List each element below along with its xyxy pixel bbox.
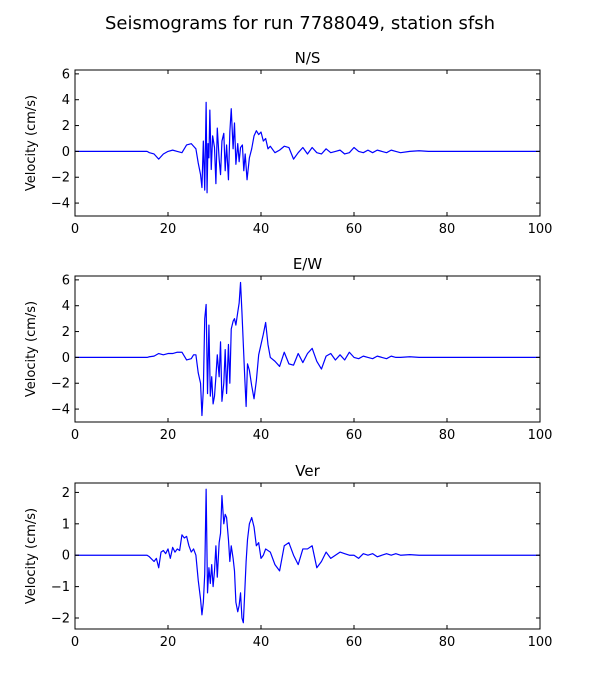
y-tick-label: 6 [62, 273, 70, 288]
series-line [75, 488, 540, 624]
panel-3: Ver Velocity (cm/s) 0 20 40 60 80 100 −2 −1 0 1 2 [24, 462, 552, 650]
x-tick-label: 20 [160, 222, 177, 237]
y-tick-label: −4 [51, 403, 70, 418]
y-tick-label: 4 [62, 299, 70, 314]
y-tick-label: 2 [62, 486, 70, 501]
x-tick-label: 100 [528, 428, 553, 443]
plot-frame [74, 275, 541, 423]
x-tick-label: 20 [160, 428, 177, 443]
figure-title: Seismograms for run 7788049, station sfs… [105, 13, 495, 34]
x-tick-label: 0 [71, 222, 79, 237]
plot-frame [74, 482, 541, 630]
x-tick-label: 60 [346, 635, 363, 650]
y-axis-label: Velocity (cm/s) [24, 301, 39, 397]
panel-title: N/S [295, 49, 321, 67]
x-tick-label: 0 [71, 635, 79, 650]
x-tick-label: 40 [253, 635, 270, 650]
plot-frame [74, 69, 541, 217]
y-tick-label: −2 [51, 377, 70, 392]
y-tick-label: 0 [62, 351, 70, 366]
y-tick-label: −1 [51, 580, 70, 595]
y-tick-label: −2 [51, 612, 70, 627]
x-tick-label: 40 [253, 222, 270, 237]
y-tick-label: 0 [62, 145, 70, 160]
y-tick-label: −2 [51, 171, 70, 186]
x-tick-label: 0 [71, 428, 79, 443]
panel-2: E/W Velocity (cm/s) 0 20 40 60 80 100 −4 −2 0 2 4 6 [24, 255, 552, 443]
x-tick-label: 100 [528, 635, 553, 650]
y-tick-label: 0 [62, 549, 70, 564]
series-line [75, 281, 540, 417]
panel-title: E/W [293, 255, 323, 273]
panel-title: Ver [295, 462, 320, 480]
y-tick-label: 2 [62, 325, 70, 340]
y-axis-label: Velocity (cm/s) [24, 95, 39, 191]
x-tick-label: 80 [439, 222, 456, 237]
x-tick-label: 80 [439, 635, 456, 650]
y-tick-label: 4 [62, 93, 70, 108]
x-tick-label: 60 [346, 428, 363, 443]
panel-1: N/S Velocity (cm/s) 0 20 40 60 80 100 −4 −2 0 2 4 6 [24, 49, 552, 237]
series-line [75, 101, 540, 194]
x-tick-label: 20 [160, 635, 177, 650]
x-tick-label: 100 [528, 222, 553, 237]
x-tick-label: 80 [439, 428, 456, 443]
y-tick-label: 6 [62, 67, 70, 82]
y-tick-label: 1 [62, 517, 70, 532]
y-tick-label: −4 [51, 197, 70, 212]
y-tick-label: 2 [62, 119, 70, 134]
x-tick-label: 40 [253, 428, 270, 443]
x-tick-label: 60 [346, 222, 363, 237]
y-axis-label: Velocity (cm/s) [24, 508, 39, 604]
